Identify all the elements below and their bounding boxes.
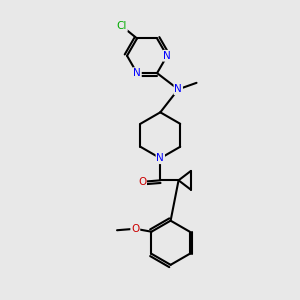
Text: N: N bbox=[156, 153, 164, 163]
Text: N: N bbox=[133, 68, 141, 78]
Text: N: N bbox=[163, 51, 171, 61]
Text: O: O bbox=[138, 177, 146, 187]
Text: Cl: Cl bbox=[116, 21, 127, 31]
Text: O: O bbox=[131, 224, 140, 234]
Text: N: N bbox=[174, 84, 182, 94]
